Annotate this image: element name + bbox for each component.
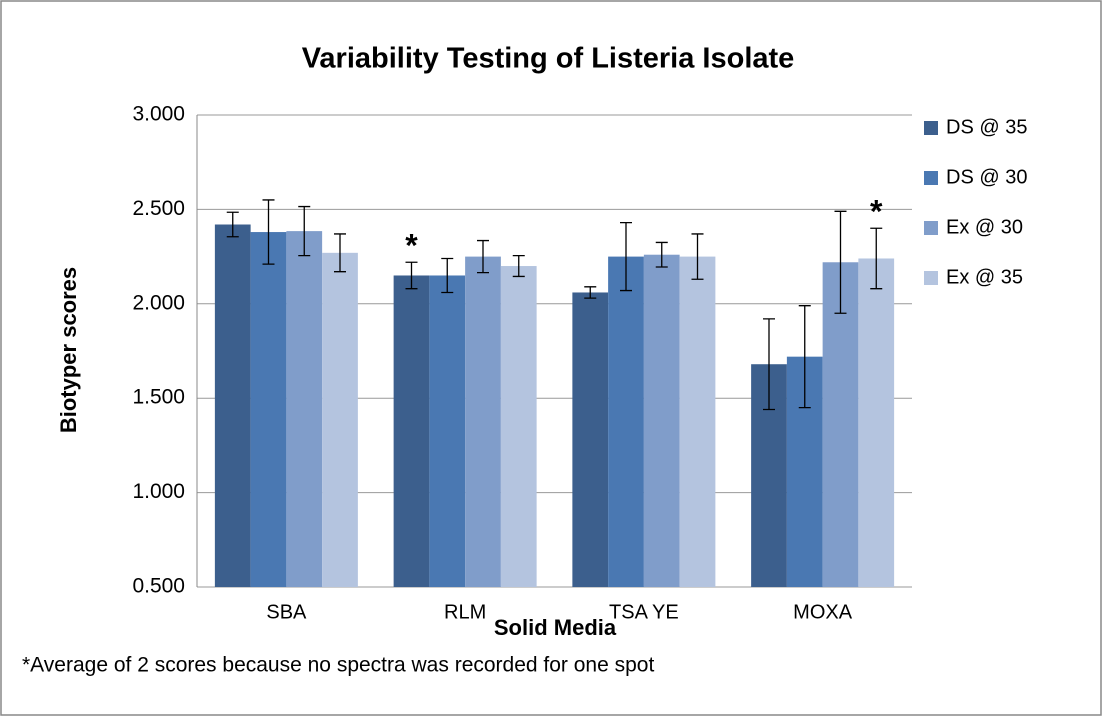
- error-bar: [798, 305, 811, 409]
- error-bar: [441, 257, 454, 294]
- legend-label: DS @ 30: [946, 166, 1027, 188]
- error-bar: [620, 221, 632, 292]
- error-bar: [763, 318, 775, 411]
- bar: [429, 275, 466, 587]
- x-tick-label: TSA YE: [609, 601, 679, 623]
- legend-swatch: [924, 221, 938, 235]
- error-bar: [870, 227, 883, 290]
- error-bar: [584, 286, 597, 299]
- x-tick-label: SBA: [266, 601, 307, 623]
- bar: [500, 266, 537, 587]
- bar: [214, 224, 251, 587]
- y-tick-label: 0.500: [132, 575, 185, 598]
- x-tick-label: RLM: [444, 601, 486, 623]
- error-bar: [512, 255, 525, 278]
- y-tick-label: 1.000: [132, 480, 185, 503]
- y-tick-label: 1.500: [132, 386, 185, 409]
- y-tick-label: 2.500: [132, 197, 185, 220]
- error-bar: [298, 205, 311, 257]
- y-tick-label: 3.000: [132, 103, 185, 126]
- x-tick-label: MOXA: [793, 601, 853, 623]
- y-tick-label: 2.000: [132, 291, 185, 314]
- legend-label: DS @ 35: [946, 116, 1027, 138]
- legend-label: Ex @ 30: [946, 216, 1023, 238]
- error-bar: [691, 233, 704, 280]
- bar: [572, 292, 609, 587]
- bar: [822, 262, 859, 587]
- error-bar: [262, 199, 275, 265]
- error-bar: [226, 211, 239, 238]
- error-bar: [405, 261, 418, 290]
- chart-title: Variability Testing of Listeria Isolate: [302, 43, 795, 75]
- error-bar: [655, 241, 668, 268]
- bar: [608, 256, 644, 587]
- bar: [322, 252, 358, 587]
- annotation: *: [405, 228, 418, 264]
- bar: [286, 231, 323, 587]
- footnote: *Average of 2 scores because no spectra …: [22, 654, 654, 677]
- legend-swatch: [924, 271, 938, 285]
- bar: [679, 256, 716, 587]
- legend-swatch: [924, 171, 938, 185]
- y-axis-label: Biotyper scores: [56, 267, 81, 433]
- error-bar: [477, 239, 489, 274]
- legend-swatch: [924, 121, 938, 135]
- annotation: *: [870, 194, 883, 230]
- legend-label: Ex @ 35: [946, 266, 1023, 288]
- bar: [465, 256, 501, 587]
- bar: [393, 275, 430, 587]
- x-axis-label: Solid Media: [494, 615, 617, 640]
- error-bar: [834, 210, 847, 314]
- bar: [858, 258, 895, 587]
- error-bar: [334, 233, 346, 273]
- bar: [250, 232, 287, 587]
- bar: [643, 254, 680, 587]
